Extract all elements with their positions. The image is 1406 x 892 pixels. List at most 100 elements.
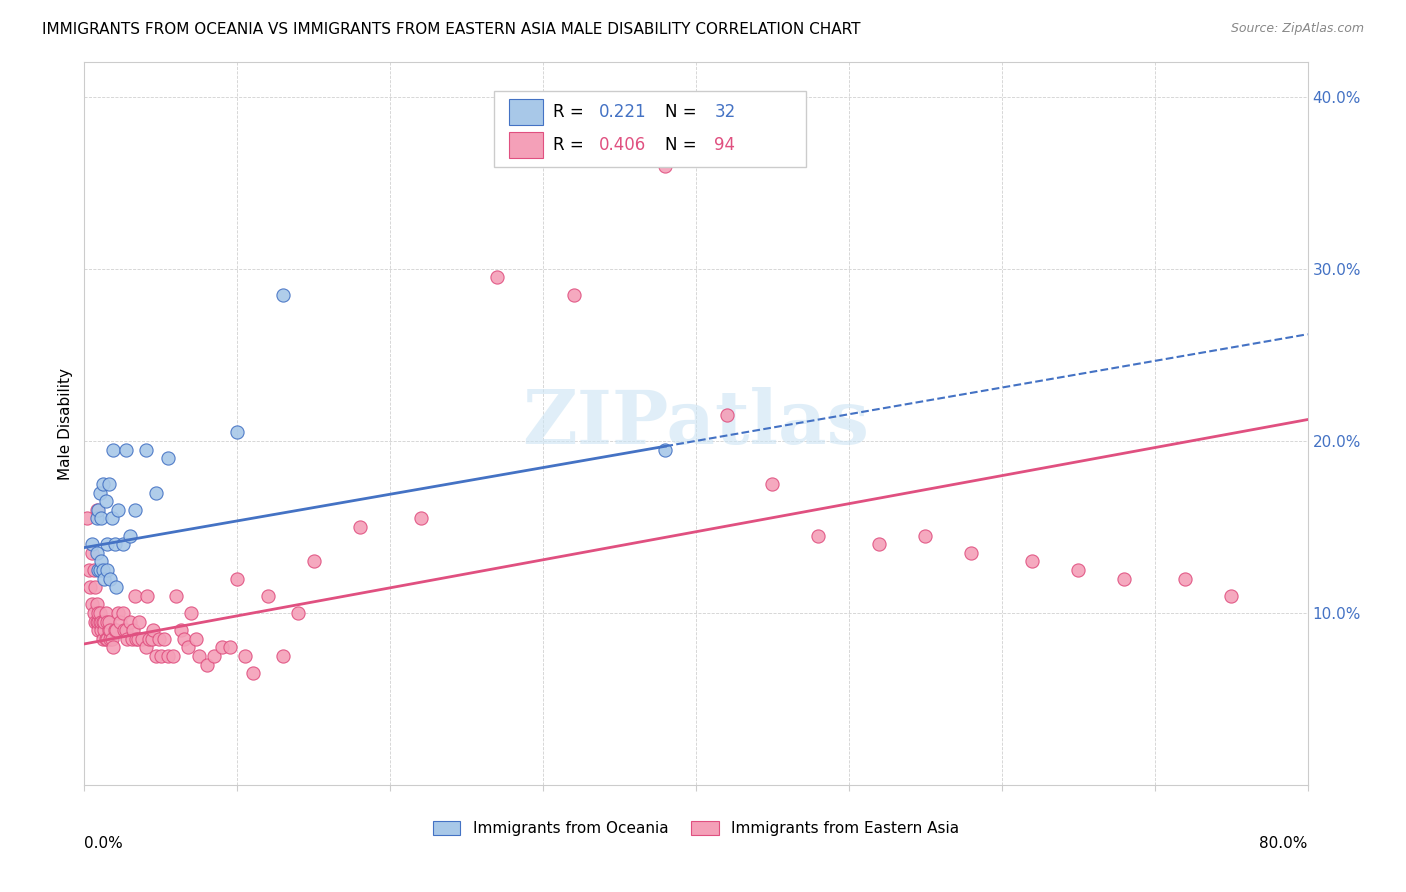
Point xyxy=(96,632,118,646)
Point xyxy=(94,606,117,620)
Point xyxy=(157,451,180,466)
Point xyxy=(170,623,193,637)
Point xyxy=(89,606,111,620)
Point xyxy=(188,648,211,663)
Point xyxy=(177,640,200,655)
Point xyxy=(91,615,114,629)
Point xyxy=(91,563,114,577)
Point xyxy=(142,623,165,637)
Text: Source: ZipAtlas.com: Source: ZipAtlas.com xyxy=(1230,22,1364,36)
Point xyxy=(716,408,738,422)
Point xyxy=(257,589,280,603)
Point xyxy=(103,640,125,655)
Point xyxy=(149,648,172,663)
Text: 0.406: 0.406 xyxy=(599,136,647,153)
Point xyxy=(114,442,136,457)
Point xyxy=(120,615,142,629)
Point xyxy=(97,476,120,491)
Point xyxy=(96,563,118,577)
Point xyxy=(91,476,114,491)
Point xyxy=(98,572,121,586)
Point xyxy=(218,640,240,655)
Point xyxy=(128,615,150,629)
Point xyxy=(103,442,125,457)
Point xyxy=(111,537,134,551)
Point xyxy=(145,485,167,500)
FancyBboxPatch shape xyxy=(509,99,543,125)
Point xyxy=(148,632,170,646)
Point xyxy=(114,623,136,637)
Legend: Immigrants from Oceania, Immigrants from Eastern Asia: Immigrants from Oceania, Immigrants from… xyxy=(427,814,965,842)
Point xyxy=(90,511,112,525)
Y-axis label: Male Disability: Male Disability xyxy=(58,368,73,480)
Point xyxy=(120,528,142,542)
Point xyxy=(1067,563,1090,577)
Point xyxy=(654,159,676,173)
Point xyxy=(80,598,103,612)
Point xyxy=(135,640,157,655)
Point xyxy=(87,563,110,577)
Point xyxy=(226,572,249,586)
Point xyxy=(124,502,146,516)
Text: 0.221: 0.221 xyxy=(599,103,647,120)
Point xyxy=(242,666,264,681)
Point xyxy=(211,640,233,655)
Point xyxy=(87,606,110,620)
Text: R =: R = xyxy=(553,136,589,153)
Point xyxy=(90,615,112,629)
Point xyxy=(107,502,129,516)
Point xyxy=(97,615,120,629)
Point xyxy=(125,632,148,646)
Point xyxy=(131,632,153,646)
Point xyxy=(302,554,325,568)
Point xyxy=(96,537,118,551)
Point xyxy=(105,623,128,637)
Point xyxy=(111,606,134,620)
Point xyxy=(104,537,127,551)
Point xyxy=(136,589,159,603)
Point xyxy=(122,623,145,637)
Point xyxy=(349,520,371,534)
Point xyxy=(486,270,509,285)
Text: N =: N = xyxy=(665,136,702,153)
Point xyxy=(87,615,110,629)
Point xyxy=(101,632,124,646)
Point xyxy=(87,502,110,516)
Point xyxy=(105,580,128,594)
Point xyxy=(97,623,120,637)
Point xyxy=(93,615,115,629)
Point xyxy=(162,648,184,663)
Point xyxy=(86,598,108,612)
Point xyxy=(112,623,135,637)
Point xyxy=(409,511,432,525)
Text: 94: 94 xyxy=(714,136,735,153)
Text: N =: N = xyxy=(665,103,702,120)
Point xyxy=(98,632,121,646)
Point xyxy=(1114,572,1136,586)
Text: R =: R = xyxy=(553,103,589,120)
Point xyxy=(121,632,143,646)
Point xyxy=(86,615,108,629)
Point xyxy=(91,632,114,646)
Point xyxy=(84,615,107,629)
Point xyxy=(807,528,830,542)
Point xyxy=(233,648,256,663)
Text: 80.0%: 80.0% xyxy=(1260,836,1308,851)
Point xyxy=(79,580,101,594)
FancyBboxPatch shape xyxy=(509,132,543,158)
Point xyxy=(135,442,157,457)
Point xyxy=(93,623,115,637)
Point xyxy=(107,606,129,620)
Point xyxy=(93,572,115,586)
Point xyxy=(96,615,118,629)
Point xyxy=(271,648,294,663)
Point xyxy=(124,589,146,603)
Point xyxy=(195,657,218,672)
Point xyxy=(94,494,117,508)
Point xyxy=(90,554,112,568)
Point xyxy=(226,425,249,440)
Point xyxy=(101,511,124,525)
Point xyxy=(202,648,225,663)
Point xyxy=(761,476,783,491)
Point xyxy=(141,632,163,646)
